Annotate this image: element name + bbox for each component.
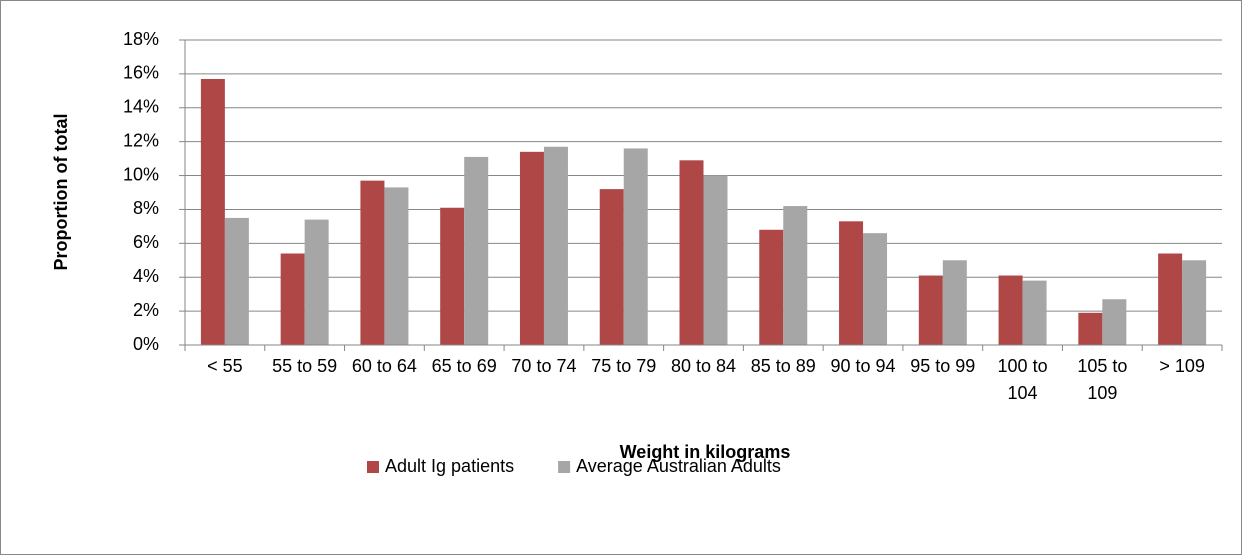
y-tick-label: 0% bbox=[133, 334, 159, 354]
x-tick-label: < 55 bbox=[207, 356, 243, 376]
y-tick-label: 6% bbox=[133, 232, 159, 252]
bar bbox=[839, 221, 864, 345]
bar bbox=[998, 275, 1023, 345]
bar bbox=[783, 206, 808, 345]
x-tick-label: 90 to 94 bbox=[830, 356, 896, 376]
bar bbox=[1078, 312, 1103, 345]
bar bbox=[543, 146, 568, 345]
bar bbox=[384, 187, 409, 345]
y-tick-label: 12% bbox=[123, 130, 159, 150]
bar bbox=[759, 229, 784, 345]
x-tick-label: > 109 bbox=[1159, 356, 1205, 376]
bar bbox=[1158, 253, 1183, 345]
y-tick-label: 8% bbox=[133, 198, 159, 218]
bar bbox=[304, 219, 329, 345]
y-tick-label: 16% bbox=[123, 63, 159, 83]
x-tick-label: 55 to 59 bbox=[272, 356, 338, 376]
bar bbox=[942, 260, 967, 345]
x-tick-label: 95 to 99 bbox=[910, 356, 976, 376]
x-tick-label: 60 to 64 bbox=[351, 356, 417, 376]
legend-swatch bbox=[558, 461, 571, 473]
x-tick-label: 85 to 89 bbox=[750, 356, 816, 376]
y-tick-label: 18% bbox=[123, 29, 159, 49]
legend-label: Adult Ig patients bbox=[385, 456, 514, 476]
bar bbox=[863, 233, 888, 345]
legend-swatch bbox=[367, 461, 379, 473]
x-axis-title: Weight in kilograms bbox=[620, 442, 791, 462]
x-tick-label: 80 to 84 bbox=[670, 356, 737, 376]
bar bbox=[918, 275, 943, 345]
bar bbox=[1022, 280, 1047, 345]
bar bbox=[200, 78, 225, 345]
x-tick-label: 100 to 104 bbox=[997, 356, 1048, 403]
bar bbox=[440, 207, 465, 345]
bar bbox=[360, 180, 385, 345]
y-tick-label: 10% bbox=[123, 164, 159, 184]
bar bbox=[280, 253, 305, 345]
x-tick-label: 65 to 69 bbox=[431, 356, 497, 376]
x-tick-label: 70 to 74 bbox=[511, 356, 577, 376]
bar bbox=[599, 189, 624, 345]
bar bbox=[1102, 299, 1127, 345]
y-tick-label: 4% bbox=[133, 266, 159, 286]
x-tick-label: 75 to 79 bbox=[591, 356, 657, 376]
legend-label: Average Australian Adults bbox=[576, 456, 781, 476]
bar bbox=[703, 175, 728, 345]
bar bbox=[464, 156, 489, 345]
y-axis-title: Proportion of total bbox=[51, 114, 71, 271]
bar bbox=[224, 217, 249, 345]
bar bbox=[1182, 260, 1207, 345]
bar bbox=[679, 160, 704, 345]
y-tick-label: 14% bbox=[123, 97, 159, 117]
x-tick-label: 105 to 109 bbox=[1077, 356, 1128, 403]
bar bbox=[623, 148, 648, 345]
y-tick-label: 2% bbox=[133, 300, 159, 320]
bar bbox=[519, 151, 544, 345]
